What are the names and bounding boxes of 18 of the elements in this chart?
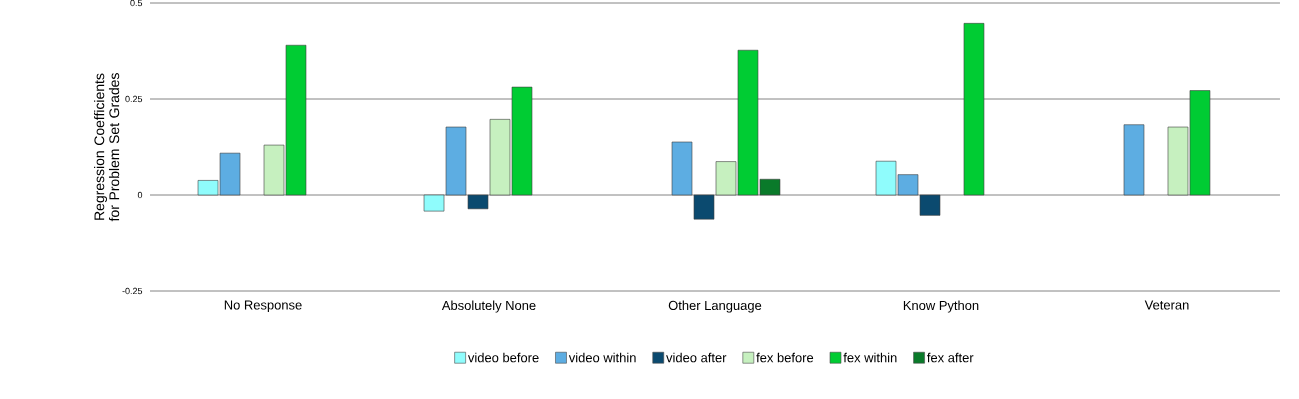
y-axis-title: Regression Coefficients for Problem Set Grades bbox=[94, 73, 120, 222]
legend-label: video after bbox=[666, 352, 727, 363]
legend-label: video before bbox=[467, 352, 539, 363]
x-tick-label: Absolutely None bbox=[441, 300, 536, 313]
legend-label: fex after bbox=[927, 352, 974, 363]
y-tick-label: 0.25 bbox=[125, 95, 143, 103]
x-tick-label: No Response bbox=[224, 300, 302, 313]
y-tick-label: 0 bbox=[137, 191, 143, 199]
x-tick-label: Know Python bbox=[903, 300, 979, 313]
legend-label: fex before bbox=[756, 352, 814, 363]
bar bbox=[1123, 124, 1145, 196]
legend-label: fex within bbox=[843, 352, 897, 363]
x-tick-label: Other Language bbox=[668, 300, 762, 313]
bar bbox=[963, 23, 985, 196]
y-tick-label: 0.5 bbox=[130, 0, 143, 7]
y-tick-label: -0.25 bbox=[122, 287, 143, 295]
legend-label: video within bbox=[568, 352, 636, 363]
x-tick-label: Veteran bbox=[1144, 300, 1189, 310]
